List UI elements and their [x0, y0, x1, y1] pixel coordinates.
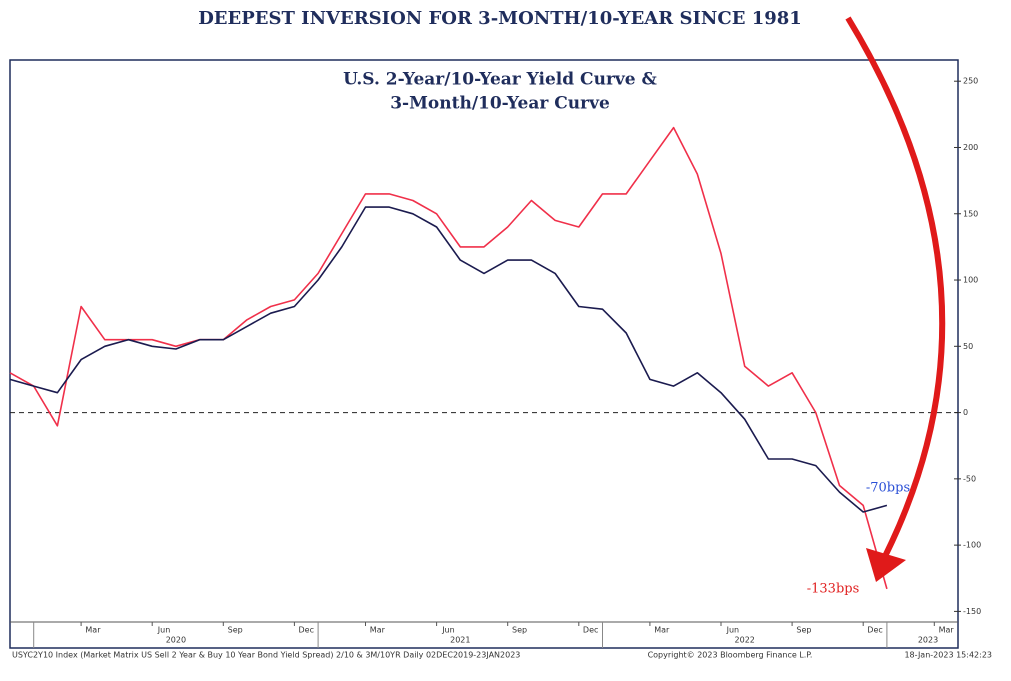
year-label: 2022 [735, 636, 755, 645]
x-tick-label: Mar [654, 626, 670, 635]
x-tick-label: Mar [939, 626, 955, 635]
chart-title: 3-Month/10-Year Curve [390, 94, 610, 114]
footer: 18-Jan-2023 15:42:23 [904, 651, 992, 660]
annotation: -70bps [866, 481, 910, 496]
x-tick-label: Sep [796, 626, 811, 635]
y-tick-label: -50 [963, 474, 976, 483]
y-tick-label: -150 [963, 607, 981, 616]
x-tick-label: Jun [157, 626, 171, 635]
y-tick-label: 150 [963, 209, 978, 218]
header: DEEPEST INVERSION FOR 3-MONTH/10-YEAR SI… [198, 8, 802, 29]
year-label: 2021 [450, 636, 470, 645]
footer: Copyright© 2023 Bloomberg Finance L.P. [648, 651, 813, 660]
annotation: -133bps [807, 582, 860, 597]
x-tick-label: Mar [370, 626, 386, 635]
y-tick-label: 200 [963, 143, 978, 152]
frame [9, 59, 959, 649]
arrow-head [866, 548, 906, 582]
series-line [9, 206, 888, 513]
x-tick-label: Dec [583, 626, 598, 635]
year-label: 2023 [918, 636, 938, 645]
y-tick-label: 250 [963, 77, 978, 86]
x-tick-label: Jun [726, 626, 740, 635]
x-tick-label: Sep [512, 626, 527, 635]
y-tick-label: 100 [963, 276, 978, 285]
x-tick-label: Dec [299, 626, 314, 635]
y-tick-label: -100 [963, 541, 981, 550]
x-tick-label: Sep [228, 626, 243, 635]
x-tick-label: Mar [85, 626, 101, 635]
y-tick-label: 0 [963, 408, 968, 417]
plot: -150 -100 -50 0 50 100 150 200 250 Mar Jun Sep Dec Ma… [9, 77, 981, 648]
x-tick-label: Dec [867, 626, 882, 635]
arrow [845, 16, 946, 572]
series-line [9, 126, 888, 590]
x-tick-label: Jun [441, 626, 455, 635]
y-tick-label: 50 [963, 342, 973, 351]
footer: USYC2Y10 Index (Market Matrix US Sell 2 … [12, 651, 520, 660]
year-label: 2020 [166, 636, 186, 645]
chart-title: U.S. 2-Year/10-Year Yield Curve & [343, 70, 657, 90]
